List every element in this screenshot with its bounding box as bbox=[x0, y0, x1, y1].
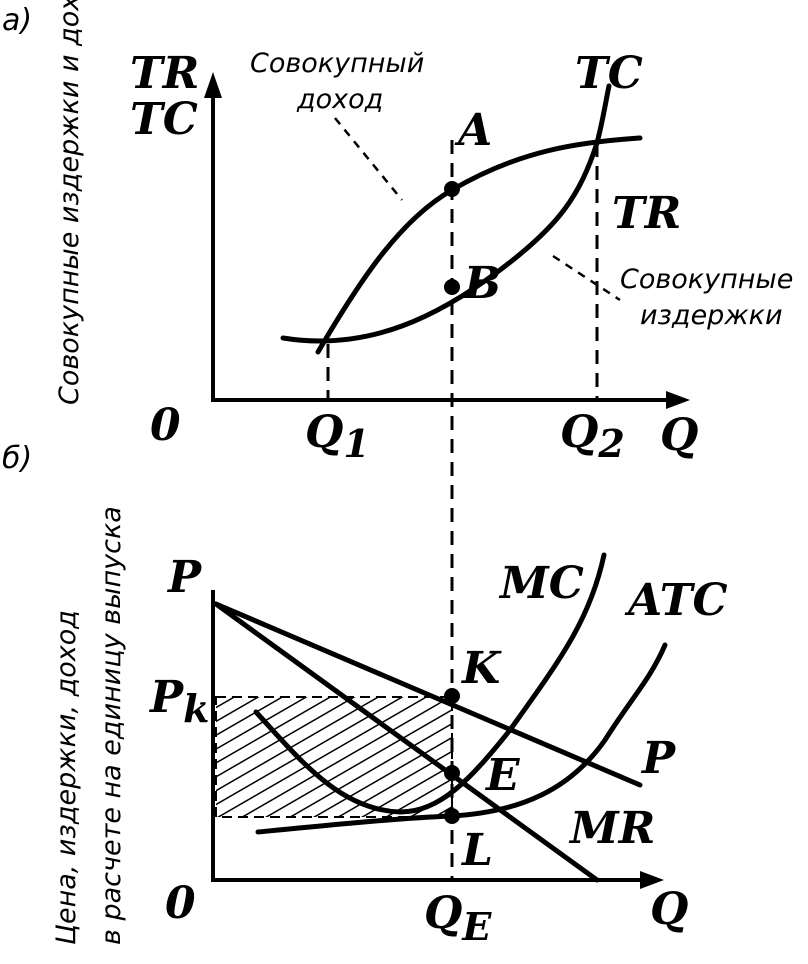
panel-b-origin: 0 bbox=[165, 878, 196, 929]
panel-a-axes bbox=[211, 78, 680, 402]
point-a-label: A bbox=[454, 105, 492, 156]
panel-a-x-axis-label: Q bbox=[660, 410, 698, 461]
tr-curve-label: TR bbox=[612, 188, 681, 239]
panel-b: б) Цена, издержки, доход в расчете на ед… bbox=[2, 441, 728, 949]
panel-b-y-axis-label: Цена, издержки, доход bbox=[51, 610, 82, 945]
panel-b-y-axis-symbol: P bbox=[166, 552, 203, 603]
y-axis-tc-label: TC bbox=[130, 94, 198, 145]
marginal-cost-curve bbox=[253, 552, 607, 815]
point-b-label: B bbox=[462, 258, 501, 309]
panel-b-y-axis-label-2: в расчете на единицу выпуска bbox=[96, 506, 127, 945]
total-cost-curve bbox=[280, 83, 612, 344]
panel-b-axes bbox=[211, 590, 650, 882]
panel-a-x-arrow bbox=[666, 391, 690, 409]
panel-a-y-arrow bbox=[204, 72, 222, 98]
mr-curve-label: MR bbox=[568, 803, 655, 854]
tc-curve-label: TC bbox=[575, 48, 643, 99]
q2-label: Q2 bbox=[560, 407, 625, 466]
qe-label: QE bbox=[424, 888, 492, 949]
y-axis-tr-label: TR bbox=[130, 48, 199, 99]
panel-a-label: a) bbox=[2, 3, 32, 38]
point-e-label: E bbox=[484, 750, 521, 801]
profit-area bbox=[215, 696, 453, 818]
p-curve-label: P bbox=[640, 733, 677, 784]
marginal-revenue-line bbox=[213, 601, 600, 883]
panel-a: a) Совокупные издержки и доход TR TC 0 Q… bbox=[2, 0, 793, 466]
pk-label: Pk bbox=[148, 672, 209, 731]
total-revenue-curve bbox=[315, 135, 643, 355]
total-revenue-callout-leader bbox=[334, 117, 403, 201]
price-line bbox=[213, 601, 643, 788]
atc-curve-label: ATC bbox=[624, 575, 728, 626]
mc-curve-label: MC bbox=[498, 558, 584, 609]
total-costs-callout-leader bbox=[552, 254, 621, 302]
point-l-label: L bbox=[460, 825, 493, 876]
total-revenue-callout: Совокупный доход bbox=[250, 48, 424, 115]
point-e bbox=[444, 765, 460, 781]
panel-a-origin: 0 bbox=[150, 400, 181, 451]
panel-b-label: б) bbox=[2, 441, 32, 476]
panel-b-x-axis-label: Q bbox=[650, 884, 688, 935]
point-k-label: K bbox=[460, 643, 502, 694]
q1-label: Q1 bbox=[305, 407, 370, 466]
panel-b-x-arrow bbox=[640, 871, 664, 889]
total-costs-callout: Совокупные издержки bbox=[620, 264, 793, 331]
point-l bbox=[444, 808, 460, 824]
panel-a-y-axis-label: Совокупные издержки и доход bbox=[54, 0, 85, 405]
average-total-cost-curve bbox=[255, 642, 668, 835]
point-k bbox=[444, 688, 460, 704]
